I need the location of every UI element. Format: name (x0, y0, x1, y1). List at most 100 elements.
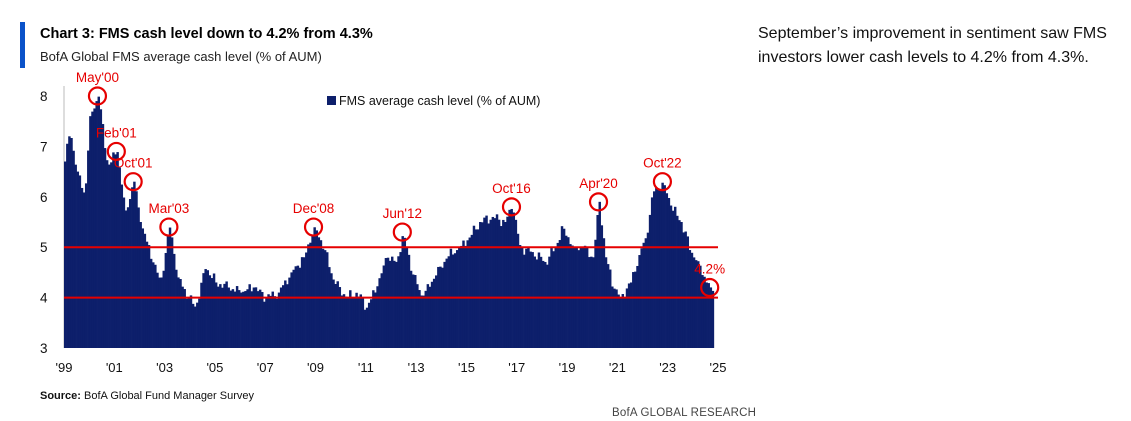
callout-circle (123, 172, 143, 192)
bar (386, 257, 390, 348)
fms-cash-level-chart: 3 4 5 6 7 8 '99 '01 '03 '05 '07 '09 '11 '13 '15 '17 '19… (40, 70, 726, 375)
bar (615, 289, 618, 348)
bar (636, 265, 639, 348)
callout-circle (501, 197, 522, 217)
bar (481, 222, 484, 348)
bar (300, 257, 304, 348)
bar (175, 269, 178, 348)
bar (472, 225, 476, 348)
callout-label: Jun'12 (383, 206, 422, 221)
bar (609, 269, 612, 348)
bar (560, 226, 564, 348)
y-tick-label: 7 (40, 139, 48, 154)
footer-brand: BofA GLOBAL RESEARCH (612, 407, 757, 419)
bar (537, 252, 541, 348)
bar (665, 193, 669, 348)
chart-title: Chart 3: FMS cash level down to 4.2% fro… (40, 26, 373, 42)
bar (692, 257, 696, 348)
bar (279, 287, 283, 348)
bar (374, 292, 377, 348)
bar (353, 297, 356, 348)
bar (227, 287, 230, 348)
bar (326, 252, 329, 348)
bar (116, 152, 119, 348)
bar (564, 235, 568, 348)
bar (147, 245, 151, 348)
bar (124, 210, 128, 348)
bar (451, 254, 455, 348)
bar (246, 289, 249, 348)
bar (650, 197, 654, 348)
bar (269, 295, 272, 348)
x-tick-label: '19 (559, 360, 576, 375)
bar (600, 225, 604, 348)
bar (294, 266, 298, 348)
bar (105, 160, 109, 348)
bar (256, 291, 260, 348)
bar (514, 219, 518, 348)
bar (443, 261, 446, 348)
bar (596, 215, 599, 348)
bar (495, 214, 499, 348)
bar (399, 252, 402, 348)
bar (629, 282, 633, 348)
bar (168, 227, 172, 348)
bar (76, 171, 80, 348)
bar (474, 229, 478, 348)
bar (694, 260, 698, 348)
bar (697, 261, 700, 348)
bar (118, 167, 121, 348)
bar (263, 301, 266, 348)
bar (351, 297, 354, 348)
bar (382, 265, 386, 348)
bar (535, 259, 539, 348)
bar (240, 292, 243, 348)
bar (126, 207, 130, 348)
bar (305, 252, 308, 348)
bar (539, 256, 543, 348)
bar (244, 291, 247, 348)
bar (296, 265, 300, 348)
x-tick-label: '99 (56, 360, 73, 375)
bar (367, 302, 371, 348)
bar (673, 206, 677, 348)
bar (466, 240, 469, 348)
bar (659, 189, 662, 348)
bar (669, 205, 673, 348)
bar (384, 258, 388, 348)
bar (342, 294, 346, 348)
bar (682, 232, 685, 348)
title-accent-bar (20, 22, 25, 68)
bar (258, 289, 262, 348)
bar (661, 182, 664, 348)
bar (455, 250, 459, 348)
bar (145, 241, 149, 348)
x-tick-label: '15 (458, 360, 475, 375)
bar (93, 108, 96, 348)
x-tick-label: '21 (609, 360, 626, 375)
bar (135, 191, 138, 348)
bar (170, 237, 174, 348)
bar (183, 289, 186, 348)
bar (418, 290, 421, 348)
bar (453, 253, 457, 348)
bar (577, 250, 581, 348)
bar (684, 231, 687, 348)
bar (688, 250, 692, 348)
bar (179, 279, 182, 348)
bar (323, 250, 327, 348)
bar (407, 254, 411, 348)
bar (99, 109, 103, 348)
bar (196, 302, 199, 348)
bar (235, 286, 239, 348)
bar (621, 294, 625, 348)
bar (680, 222, 683, 348)
bar (544, 261, 547, 348)
bar (346, 296, 350, 348)
bar (588, 257, 591, 348)
bar (66, 143, 69, 348)
bar (334, 283, 337, 348)
bar (590, 256, 593, 348)
bar (701, 275, 704, 348)
bar (108, 164, 111, 348)
